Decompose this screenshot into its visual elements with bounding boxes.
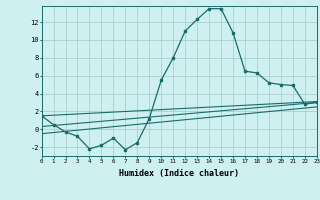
X-axis label: Humidex (Indice chaleur): Humidex (Indice chaleur): [119, 169, 239, 178]
